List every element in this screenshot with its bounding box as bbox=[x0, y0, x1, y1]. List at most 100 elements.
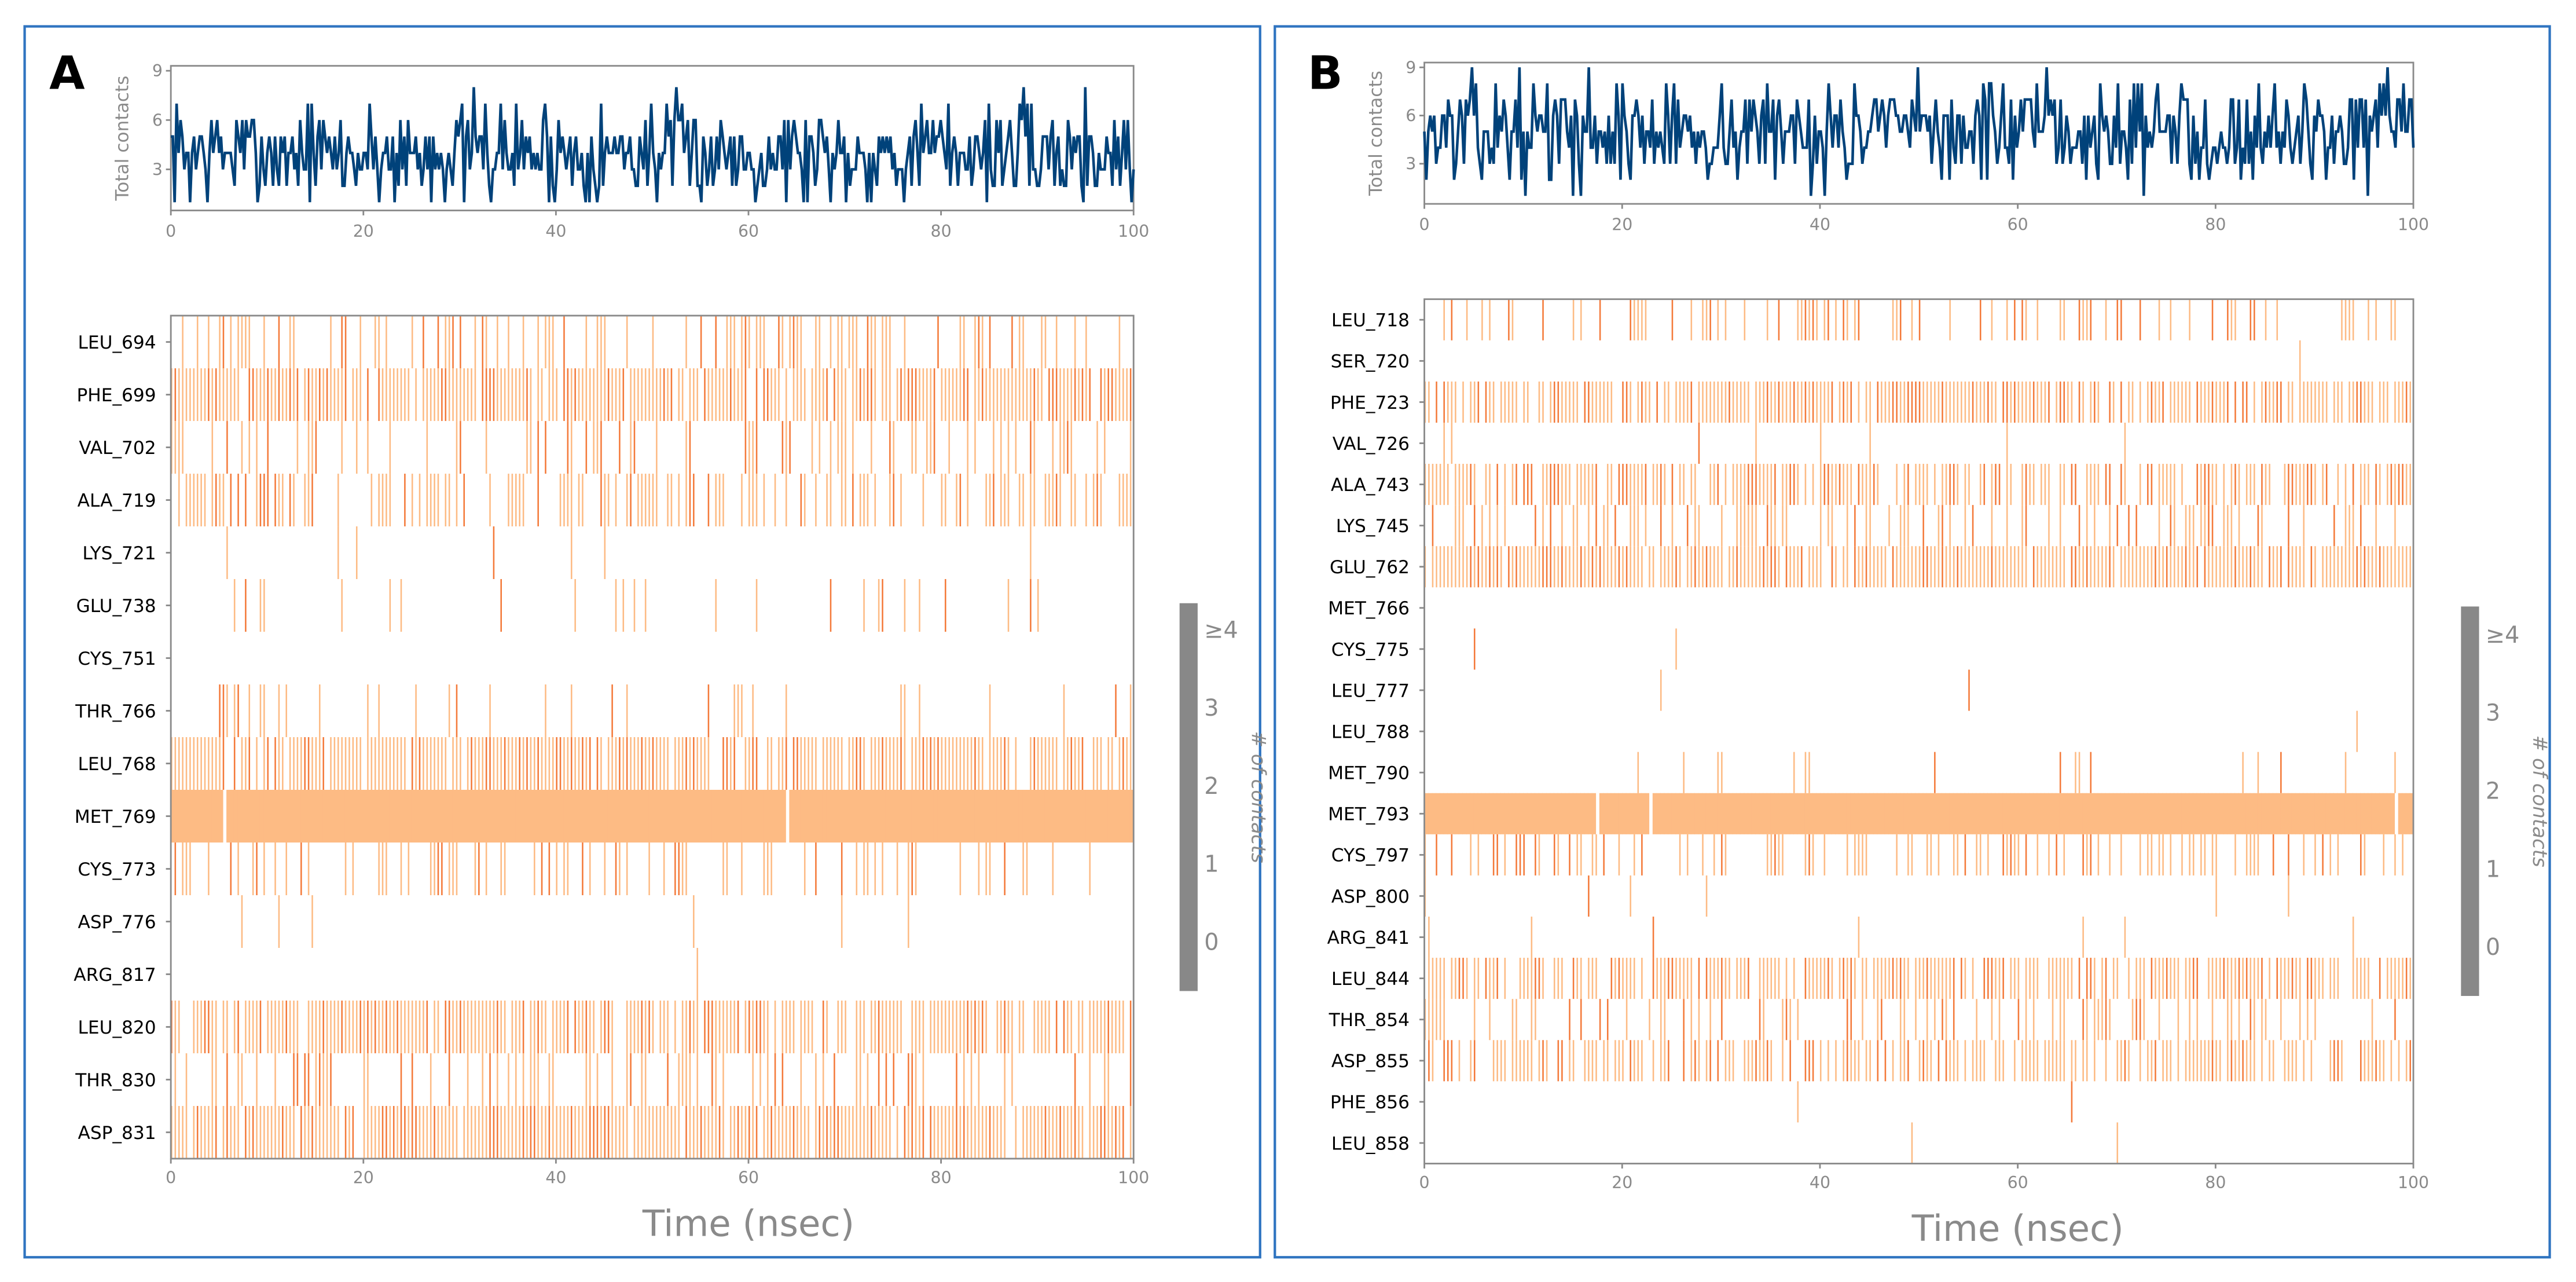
contact-mark bbox=[2170, 793, 2174, 834]
contact-mark bbox=[900, 1000, 902, 1053]
contact-mark bbox=[578, 368, 580, 422]
contact-mark bbox=[1770, 464, 1773, 506]
contact-mark bbox=[2189, 1040, 2190, 1082]
contact-mark bbox=[1588, 546, 1590, 588]
contact-mark bbox=[2333, 546, 2335, 588]
contact-mark bbox=[1869, 793, 1874, 834]
contact-mark bbox=[845, 790, 849, 843]
contact-mark bbox=[1089, 1053, 1091, 1106]
contact-mark bbox=[178, 421, 180, 474]
contact-mark bbox=[392, 1105, 395, 1159]
contact-mark bbox=[952, 790, 957, 843]
contact-mark bbox=[1580, 299, 1582, 340]
contact-mark bbox=[411, 474, 413, 527]
contact-mark bbox=[2071, 1081, 2073, 1123]
contact-mark bbox=[485, 368, 487, 422]
contact-mark bbox=[1473, 958, 1476, 999]
contact-mark bbox=[752, 474, 754, 527]
contact-mark bbox=[471, 1105, 472, 1159]
contact-mark bbox=[1428, 464, 1430, 506]
contact-mark bbox=[1763, 999, 1764, 1041]
contact-mark bbox=[1869, 422, 1871, 464]
contact-mark bbox=[2390, 464, 2392, 506]
contact-mark bbox=[622, 579, 625, 632]
contact-mark bbox=[1686, 381, 1689, 423]
contact-mark bbox=[2219, 958, 2221, 999]
contact-mark bbox=[2166, 1040, 2168, 1082]
contact-mark bbox=[2394, 299, 2396, 340]
contact-mark bbox=[2025, 958, 2027, 999]
contact-mark bbox=[2078, 381, 2080, 423]
contact-mark bbox=[1846, 999, 1848, 1041]
contact-mark bbox=[2189, 381, 2190, 423]
contact-mark bbox=[537, 737, 539, 790]
contact-mark bbox=[311, 737, 313, 790]
contact-mark bbox=[1011, 368, 1013, 422]
contact-mark bbox=[1432, 999, 1434, 1041]
contact-mark bbox=[1523, 958, 1525, 999]
contact-mark bbox=[863, 737, 865, 790]
contact-mark bbox=[178, 1000, 180, 1053]
contact-mark bbox=[1766, 958, 1768, 999]
contact-mark bbox=[330, 1000, 332, 1053]
contact-mark bbox=[2189, 505, 2190, 547]
contact-mark bbox=[230, 1105, 232, 1159]
residue-label: THR_830 bbox=[75, 1070, 156, 1091]
contact-mark bbox=[1591, 464, 1594, 506]
contact-mark bbox=[2215, 834, 2217, 876]
contact-mark bbox=[2307, 381, 2309, 423]
contact-mark bbox=[1439, 999, 1441, 1041]
contact-mark bbox=[848, 790, 853, 843]
contact-mark bbox=[781, 421, 784, 474]
contact-mark bbox=[2337, 793, 2342, 834]
contact-mark bbox=[1770, 793, 1775, 834]
contact-mark bbox=[1007, 1000, 1010, 1053]
contact-mark bbox=[633, 790, 638, 843]
contact-mark bbox=[2208, 381, 2210, 423]
contact-mark bbox=[978, 1000, 980, 1053]
contact-mark bbox=[485, 1000, 487, 1053]
contact-mark bbox=[1808, 834, 1810, 876]
contact-mark bbox=[1037, 368, 1039, 422]
contact-mark bbox=[1584, 793, 1588, 834]
contact-mark bbox=[1892, 1040, 1894, 1082]
contact-mark bbox=[911, 421, 913, 474]
contact-mark bbox=[707, 684, 710, 738]
contact-mark bbox=[2002, 381, 2004, 423]
contact-mark bbox=[1633, 958, 1635, 999]
contact-mark bbox=[386, 474, 387, 527]
contact-mark bbox=[633, 1105, 636, 1159]
contact-mark bbox=[2238, 505, 2240, 547]
contact-mark bbox=[1804, 793, 1810, 834]
contact-mark bbox=[933, 1000, 935, 1053]
contact-mark bbox=[211, 1105, 214, 1159]
contact-mark bbox=[552, 1000, 554, 1053]
contact-mark bbox=[908, 790, 912, 843]
contact-mark bbox=[604, 474, 606, 527]
contact-mark bbox=[2295, 546, 2297, 588]
contact-mark bbox=[1823, 793, 1828, 834]
x-tick-label: 100 bbox=[1118, 222, 1149, 241]
contact-mark bbox=[2245, 958, 2248, 999]
contact-mark bbox=[1504, 1040, 1506, 1082]
x-tick-label: 60 bbox=[2008, 1173, 2028, 1192]
contact-mark bbox=[256, 843, 258, 896]
contact-mark bbox=[230, 474, 232, 527]
contact-mark bbox=[237, 316, 239, 369]
contact-mark bbox=[856, 1000, 858, 1053]
contact-mark bbox=[748, 737, 750, 790]
contact-mark bbox=[2147, 381, 2149, 423]
contact-mark bbox=[1808, 299, 1810, 340]
contact-mark bbox=[2215, 875, 2217, 917]
contact-mark bbox=[1763, 464, 1764, 506]
contact-mark bbox=[2128, 958, 2130, 999]
contact-mark bbox=[2189, 546, 2190, 588]
contact-mark bbox=[2017, 793, 2023, 834]
contact-mark bbox=[226, 526, 228, 580]
contact-mark bbox=[1572, 958, 1575, 999]
contact-mark bbox=[548, 1053, 551, 1106]
contact-mark bbox=[693, 737, 695, 790]
contact-mark bbox=[867, 316, 869, 369]
contact-mark bbox=[1489, 299, 1491, 340]
contact-mark bbox=[978, 316, 980, 369]
